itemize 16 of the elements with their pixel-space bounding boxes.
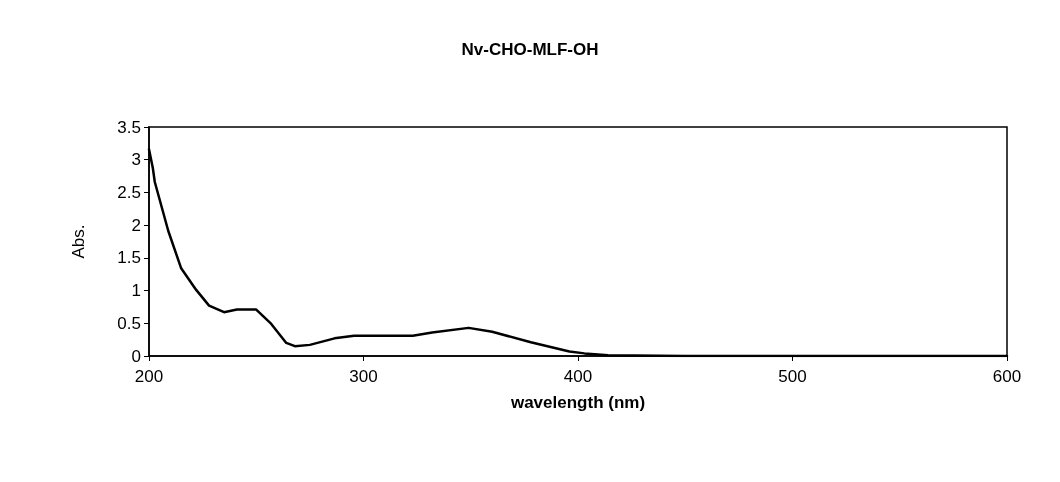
y-tick-label: 3.5 bbox=[117, 117, 141, 137]
y-tick-label: 0.5 bbox=[117, 313, 141, 333]
y-tick-label: 3 bbox=[131, 150, 141, 170]
y-tick-label: 2 bbox=[131, 215, 141, 235]
x-tick-label: 200 bbox=[134, 367, 164, 386]
y-tick-label: 1.5 bbox=[117, 248, 141, 268]
x-tick-label: 500 bbox=[778, 367, 807, 386]
y-tick-label: 1 bbox=[131, 281, 141, 301]
y-tick-label: 2.5 bbox=[117, 182, 141, 202]
x-tick-label: 600 bbox=[992, 367, 1022, 386]
y-tick-label: 0 bbox=[131, 346, 141, 366]
chart-title: Nv-CHO-MLF-OH bbox=[461, 40, 599, 59]
x-tick-label: 300 bbox=[349, 367, 378, 386]
x-axis-title: wavelength (nm) bbox=[509, 393, 646, 412]
y-axis-title: Abs. bbox=[69, 224, 88, 259]
x-tick-label: 400 bbox=[563, 367, 593, 386]
